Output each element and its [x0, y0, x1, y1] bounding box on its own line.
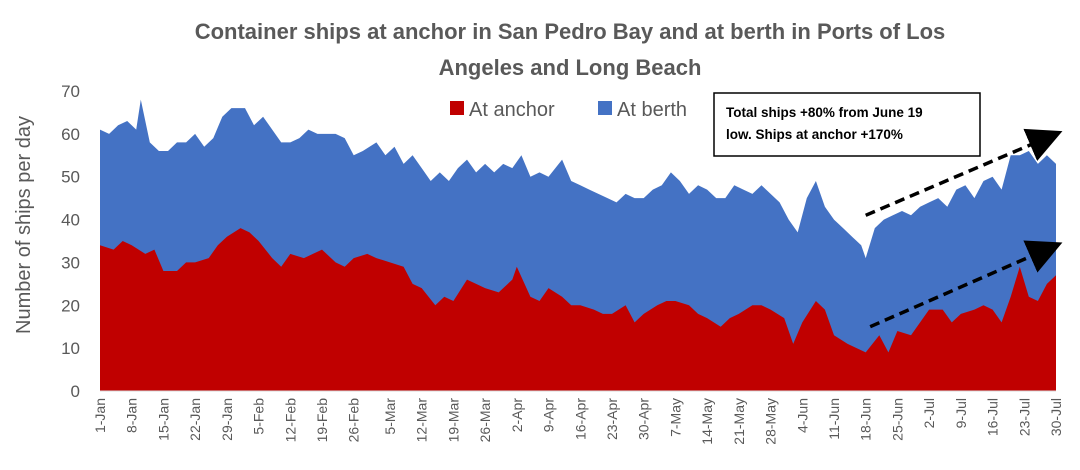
x-tick-label: 22-Jan	[187, 398, 203, 441]
x-tick-label: 28-May	[763, 398, 779, 445]
x-tick-label: 12-Feb	[282, 398, 298, 443]
x-tick-label: 21-May	[731, 398, 747, 445]
annotation-text-line-1: Total ships +80% from June 19	[726, 105, 923, 120]
x-tick-label: 9-Apr	[541, 398, 557, 433]
x-tick-label: 8-Jan	[124, 398, 140, 433]
x-tick-label: 16-Jul	[985, 398, 1001, 436]
legend: At anchor At berth	[450, 99, 687, 121]
legend-swatch-at-anchor	[450, 101, 464, 115]
y-tick-label: 50	[61, 168, 80, 187]
x-tick-label: 5-Feb	[251, 398, 267, 435]
y-tick-label: 0	[71, 382, 80, 401]
x-tick-label: 16-Apr	[572, 398, 588, 440]
x-tick-labels: 1-Jan 8-Jan 15-Jan 22-Jan 29-Jan 5-Feb 12-Feb 1…	[92, 398, 1064, 445]
y-tick-label: 10	[61, 339, 80, 358]
area-at-anchor	[100, 228, 1056, 391]
trend-arrows	[865, 128, 1063, 329]
x-tick-label: 11-Jun	[826, 398, 842, 440]
y-tick-label: 30	[61, 253, 80, 272]
x-tick-label: 26-Feb	[346, 398, 362, 443]
y-tick-label: 60	[61, 125, 80, 144]
legend-label-at-anchor: At anchor	[469, 99, 555, 121]
x-tick-label: 14-May	[699, 398, 715, 445]
y-tick-labels: 0 10 20 30 40 50 60 70	[61, 82, 80, 401]
x-tick-label: 25-Jun	[889, 398, 905, 441]
x-tick-label: 18-Jun	[858, 398, 874, 441]
legend-label-at-berth: At berth	[617, 99, 687, 121]
x-tick-label: 7-May	[667, 398, 683, 437]
x-tick-label: 4-Jun	[794, 398, 810, 433]
x-tick-label: 23-Jul	[1016, 398, 1032, 436]
x-tick-label: 19-Feb	[314, 398, 330, 443]
x-tick-label: 12-Mar	[414, 398, 430, 443]
x-tick-label: 30-Apr	[636, 398, 652, 440]
y-axis-label: Number of ships per day	[13, 116, 35, 334]
x-tick-label: 2-Jul	[921, 398, 937, 428]
legend-swatch-at-berth	[598, 101, 612, 115]
x-tick-label: 29-Jan	[219, 398, 235, 441]
annotation-text-line-2: low. Ships at anchor +170%	[726, 127, 903, 142]
x-tick-label: 30-Jul	[1048, 398, 1064, 436]
x-tick-label: 2-Apr	[509, 398, 525, 433]
y-tick-label: 20	[61, 296, 80, 315]
x-tick-label: 5-Mar	[382, 398, 398, 435]
x-tick-label: 19-Mar	[445, 398, 461, 443]
annotation-box: Total ships +80% from June 19 low. Ships…	[713, 92, 981, 157]
chart-title-line-2: Angeles and Long Beach	[439, 55, 702, 80]
x-tick-label: 9-Jul	[953, 398, 969, 428]
chart-title-line-1: Container ships at anchor in San Pedro B…	[195, 19, 946, 44]
y-tick-label: 70	[61, 82, 80, 101]
x-tick-label: 15-Jan	[155, 398, 171, 441]
annotation-box-frame	[713, 92, 981, 157]
x-tick-label: 23-Apr	[604, 398, 620, 440]
x-tick-label: 26-Mar	[477, 398, 493, 443]
area-series-group	[100, 99, 1056, 391]
trend-arrow-2	[869, 240, 1063, 329]
trend-arrow-1	[865, 128, 1063, 217]
y-tick-label: 40	[61, 211, 80, 230]
x-tick-label: 1-Jan	[92, 398, 108, 433]
